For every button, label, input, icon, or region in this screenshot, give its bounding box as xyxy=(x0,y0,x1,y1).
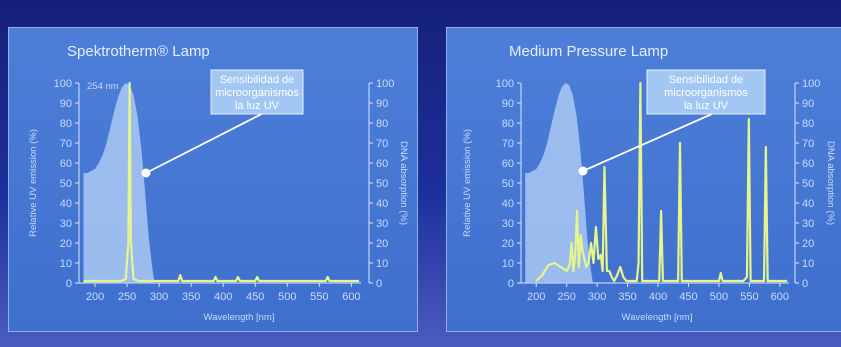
y2-tick-label: 100 xyxy=(802,78,820,90)
x-axis-label: Wavelength [nm] xyxy=(622,312,693,323)
x-tick-label: 250 xyxy=(558,291,576,303)
y2-tick-label: 20 xyxy=(802,238,814,250)
y2-tick-label: 100 xyxy=(376,78,394,90)
callout-dot xyxy=(578,166,588,176)
y-tick-label: 90 xyxy=(60,98,72,110)
y2-tick-label: 10 xyxy=(802,258,814,270)
y-tick-label: 100 xyxy=(496,78,514,90)
y-tick-label: 80 xyxy=(60,118,72,130)
x-tick-label: 400 xyxy=(214,291,232,303)
y2-tick-label: 70 xyxy=(376,138,388,150)
x-tick-label: 300 xyxy=(150,291,168,303)
y2-axis-label: DNA absorption (%) xyxy=(825,141,836,225)
y-tick-label: 80 xyxy=(502,118,514,130)
x-tick-label: 550 xyxy=(310,291,328,303)
plot-area: 0 0 10 10 20 20 30 30 40 40 50 50 60 60 70 70 80 80 90 90 10… xyxy=(496,69,820,303)
callout-connector xyxy=(582,113,713,172)
x-tick-label: 300 xyxy=(588,291,606,303)
y2-tick-label: 30 xyxy=(376,218,388,230)
x-tick-label: 500 xyxy=(710,291,728,303)
y2-axis-label: DNA absorption (%) xyxy=(398,141,409,225)
x-tick-label: 450 xyxy=(246,291,264,303)
emission-line xyxy=(535,81,788,283)
y-tick-label: 60 xyxy=(502,158,514,170)
y-tick-label: 90 xyxy=(502,98,514,110)
y-tick-label: 0 xyxy=(66,278,72,290)
x-axis-label: Wavelength [nm] xyxy=(204,312,275,323)
y-tick-label: 70 xyxy=(60,138,72,150)
y2-tick-label: 80 xyxy=(376,118,388,130)
callout-text-line: Sensibilidad de xyxy=(669,74,744,86)
x-tick-label: 450 xyxy=(679,291,697,303)
y2-tick-label: 30 xyxy=(802,218,814,230)
y2-tick-label: 40 xyxy=(376,198,388,210)
x-tick-label: 600 xyxy=(771,291,789,303)
y-tick-label: 50 xyxy=(60,178,72,190)
chart-svg-medium-pressure: Medium Pressure Lamp 0 0 10 10 20 20 30 30 40 40 5… xyxy=(462,43,836,323)
y2-tick-label: 10 xyxy=(376,258,388,270)
x-tick-label: 600 xyxy=(342,291,360,303)
y2-tick-label: 40 xyxy=(802,198,814,210)
y-tick-label: 10 xyxy=(60,258,72,270)
y-tick-label: 60 xyxy=(60,158,72,170)
y-tick-label: 30 xyxy=(60,218,72,230)
y-tick-label: 100 xyxy=(54,78,72,90)
y2-tick-label: 20 xyxy=(376,238,388,250)
x-tick-label: 400 xyxy=(649,291,667,303)
callout-text-line: la luz UV xyxy=(684,100,729,112)
y-tick-label: 50 xyxy=(502,178,514,190)
y-tick-label: 70 xyxy=(502,138,514,150)
chart-title: Spektrotherm® Lamp xyxy=(67,43,210,60)
x-tick-label: 200 xyxy=(527,291,545,303)
plot-area: 0 0 10 10 20 20 30 30 40 40 50 50 60 60 70 70 80 80 90 90 10… xyxy=(54,69,394,303)
y2-tick-label: 50 xyxy=(376,178,388,190)
y2-tick-label: 50 xyxy=(802,178,814,190)
chart-title: Medium Pressure Lamp xyxy=(509,43,668,60)
callout-text-line: microorganismos xyxy=(664,87,748,99)
sensitivity-area xyxy=(83,83,155,283)
y-tick-label: 30 xyxy=(502,218,514,230)
x-tick-label: 500 xyxy=(278,291,296,303)
callout-text-line: la luz UV xyxy=(235,100,280,112)
x-tick-label: 350 xyxy=(618,291,636,303)
y-tick-label: 40 xyxy=(60,198,72,210)
callout-box xyxy=(646,69,766,115)
y2-tick-label: 70 xyxy=(802,138,814,150)
y2-tick-label: 0 xyxy=(376,278,382,290)
y-axis-label: Relative UV emission (%) xyxy=(28,129,39,237)
chart-panel-medium-pressure: Medium Pressure Lamp 0 0 10 10 20 20 30 30 40 40 5… xyxy=(446,27,841,332)
y-axis-label: Relative UV emission (%) xyxy=(462,129,473,237)
y-tick-label: 40 xyxy=(502,198,514,210)
y2-tick-label: 80 xyxy=(802,118,814,130)
chart-svg-spektrotherm: Spektrotherm® Lamp 0 0 10 10 20 20 30 30 40 40 50 5… xyxy=(28,43,409,323)
y-tick-label: 20 xyxy=(60,238,72,250)
callout-text-line: Sensibilidad de xyxy=(220,74,295,86)
y2-tick-label: 0 xyxy=(802,278,808,290)
callout-connector xyxy=(145,113,263,174)
x-tick-label: 350 xyxy=(182,291,200,303)
y-tick-label: 10 xyxy=(502,258,514,270)
peak-annotation: 254 nm xyxy=(87,81,119,92)
y2-tick-label: 90 xyxy=(802,98,814,110)
callout-dot xyxy=(141,168,151,178)
y-tick-label: 0 xyxy=(508,278,514,290)
callout-box xyxy=(210,69,304,115)
y2-tick-label: 90 xyxy=(376,98,388,110)
x-tick-label: 250 xyxy=(118,291,136,303)
x-tick-label: 200 xyxy=(86,291,104,303)
y-tick-label: 20 xyxy=(502,238,514,250)
y2-tick-label: 60 xyxy=(802,158,814,170)
x-tick-label: 550 xyxy=(740,291,758,303)
y2-tick-label: 60 xyxy=(376,158,388,170)
callout-text-line: microorganismos xyxy=(215,87,299,99)
chart-panel-spektrotherm: Spektrotherm® Lamp 0 0 10 10 20 20 30 30 40 40 50 5… xyxy=(8,27,418,332)
emission-line xyxy=(83,81,360,283)
